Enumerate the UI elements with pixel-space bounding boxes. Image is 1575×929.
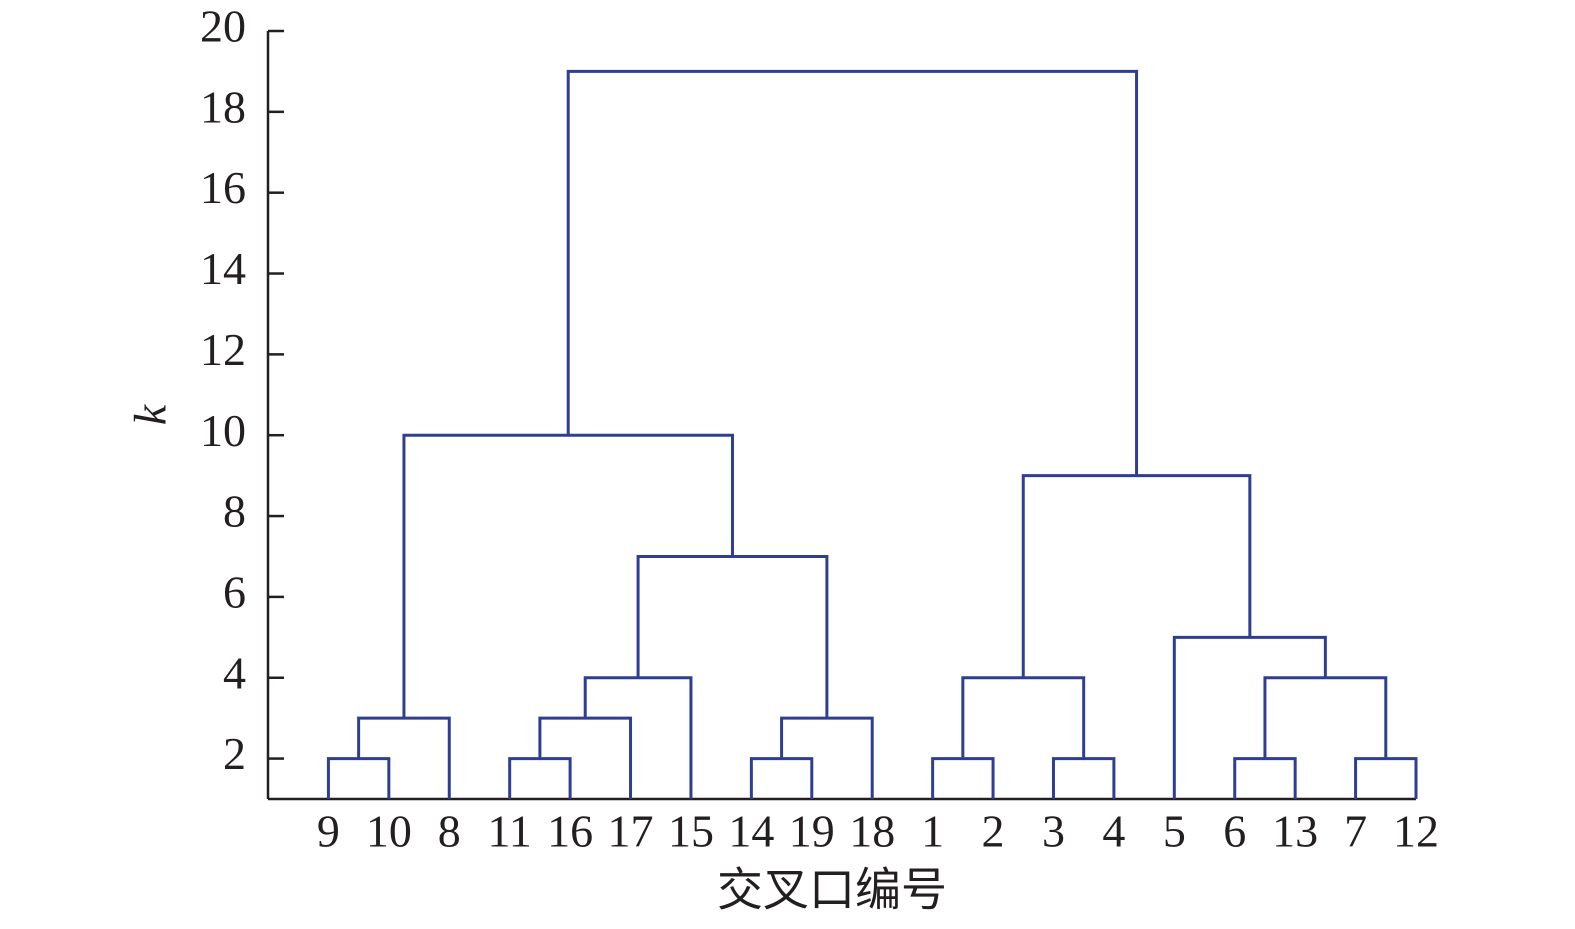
- x-tick-label: 1: [921, 806, 944, 857]
- x-tick-label: 11: [488, 806, 532, 857]
- x-tick-label: 8: [438, 806, 461, 857]
- y-tick-label: 6: [223, 566, 246, 617]
- y-tick-label: 20: [200, 1, 246, 52]
- x-tick-label: 6: [1223, 806, 1246, 857]
- merge-link: [1354, 757, 1418, 799]
- y-tick-label: 14: [200, 243, 246, 294]
- merge-link: [538, 716, 633, 799]
- y-tick-label: 16: [200, 162, 246, 213]
- merge-link: [749, 757, 814, 799]
- x-tick-label: 19: [789, 806, 835, 857]
- x-tick-label: 3: [1042, 806, 1065, 857]
- merge-link: [1021, 474, 1252, 678]
- merge-link: [508, 757, 572, 799]
- merge-link: [1051, 757, 1116, 799]
- merge-link: [931, 757, 995, 799]
- x-tick-label: 13: [1272, 806, 1318, 857]
- y-tick-label: 12: [200, 324, 246, 375]
- x-tick-label: 10: [366, 806, 412, 857]
- x-tick-label: 2: [982, 806, 1005, 857]
- merge-link: [1172, 635, 1327, 799]
- x-tick-label: 4: [1102, 806, 1125, 857]
- merge-link: [357, 716, 451, 799]
- x-tick-label: 9: [317, 806, 340, 857]
- merge-link: [566, 69, 1139, 476]
- x-tick-label: 15: [668, 806, 714, 857]
- x-tick-label: 18: [849, 806, 895, 857]
- x-tick-label: 12: [1393, 806, 1439, 857]
- x-tick-label: 16: [547, 806, 593, 857]
- x-tick-label: 7: [1344, 806, 1367, 857]
- y-tick-label: 2: [223, 728, 246, 779]
- x-tick-label: 17: [608, 806, 654, 857]
- y-tick-label: 10: [200, 405, 246, 456]
- merge-link: [1233, 757, 1297, 799]
- x-axis-label: 交叉口编号: [717, 865, 947, 916]
- merge-link: [326, 757, 391, 799]
- merge-link: [583, 676, 693, 799]
- y-tick-label: 8: [223, 486, 246, 537]
- x-tick-label: 14: [728, 806, 774, 857]
- merge-link: [780, 716, 874, 799]
- y-tick-label: 18: [200, 81, 246, 132]
- merge-link: [402, 433, 734, 719]
- x-tick-label: 5: [1163, 806, 1186, 857]
- merge-link: [636, 554, 829, 719]
- y-axis-label: k: [125, 403, 176, 425]
- merge-link: [961, 676, 1086, 759]
- merge-link: [1263, 676, 1388, 759]
- y-tick-label: 4: [223, 647, 246, 698]
